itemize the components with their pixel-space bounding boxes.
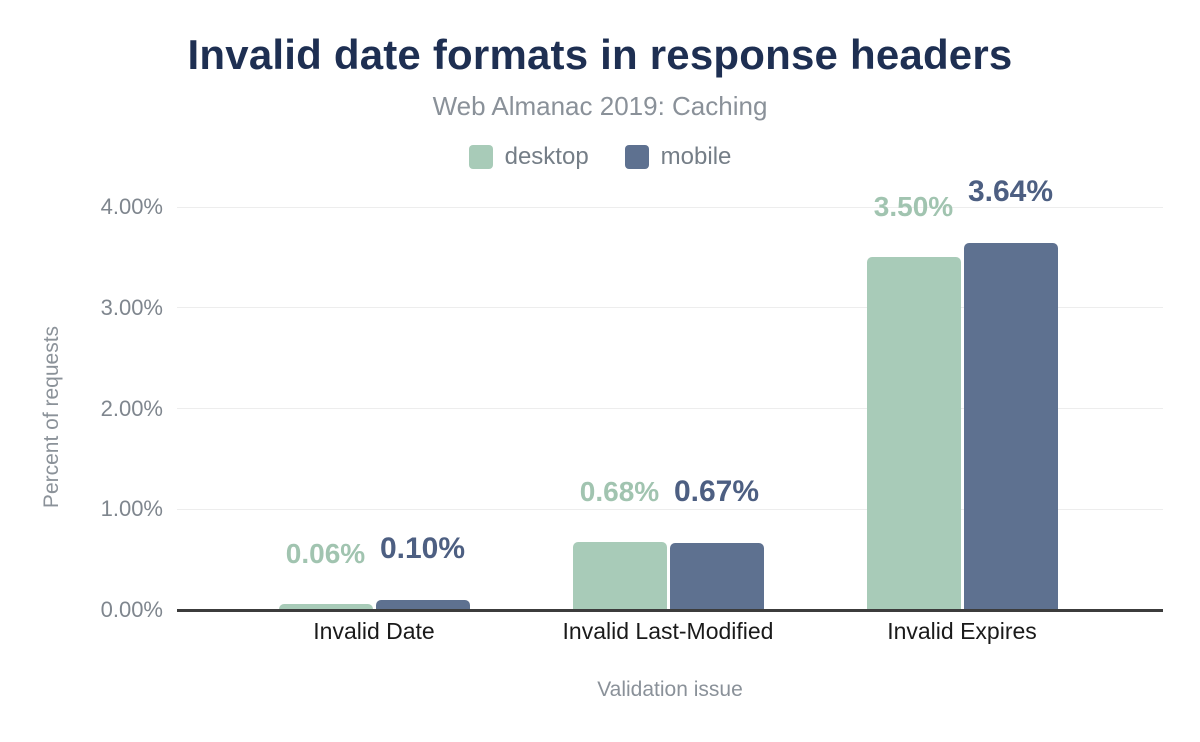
category-label: Invalid Date <box>313 618 435 644</box>
gridline <box>177 408 1163 409</box>
chart-title: Invalid date formats in response headers <box>187 31 1013 78</box>
desktop-value-label: 0.06% <box>285 537 366 569</box>
y-axis-tick-label: 3.00% <box>100 294 163 320</box>
legend: desktop mobile <box>0 143 1200 171</box>
y-axis-tick-label: 1.00% <box>100 496 163 522</box>
gridline <box>177 508 1163 510</box>
desktop-bar <box>572 541 667 610</box>
mobile-value-label: 0.67% <box>673 474 760 508</box>
y-axis-tick-label: 0.00% <box>100 597 163 622</box>
category-label: Invalid Expires <box>887 618 1037 644</box>
y-axis-tick-label: 2.00% <box>100 395 163 421</box>
y-axis-tick-label: 4.00% <box>100 194 163 219</box>
desktop-swatch-icon <box>468 145 493 169</box>
legend-item-mobile: mobile <box>624 143 732 171</box>
mobile-bar <box>375 599 470 610</box>
mobile-value-label: 3.64% <box>967 175 1054 209</box>
gridline <box>177 206 1163 208</box>
category-label: Invalid Last-Modified <box>562 618 774 644</box>
mobile-value-label: 0.10% <box>379 531 466 565</box>
legend-label-mobile: mobile <box>660 143 732 170</box>
legend-label-desktop: desktop <box>504 143 589 170</box>
desktop-value-label: 0.68% <box>579 475 660 507</box>
mobile-bar <box>963 243 1058 610</box>
desktop-value-label: 3.50% <box>873 191 954 223</box>
legend-item-desktop: desktop <box>468 143 589 171</box>
desktop-bar <box>866 257 961 610</box>
x-axis-line <box>177 608 1163 612</box>
gridline <box>177 307 1163 309</box>
mobile-bar <box>669 542 764 610</box>
x-axis-title: Validation issue <box>597 678 743 701</box>
chart-subtitle: Web Almanac 2019: Caching <box>432 91 768 121</box>
mobile-swatch-icon <box>624 145 649 169</box>
desktop-bar <box>278 603 373 610</box>
